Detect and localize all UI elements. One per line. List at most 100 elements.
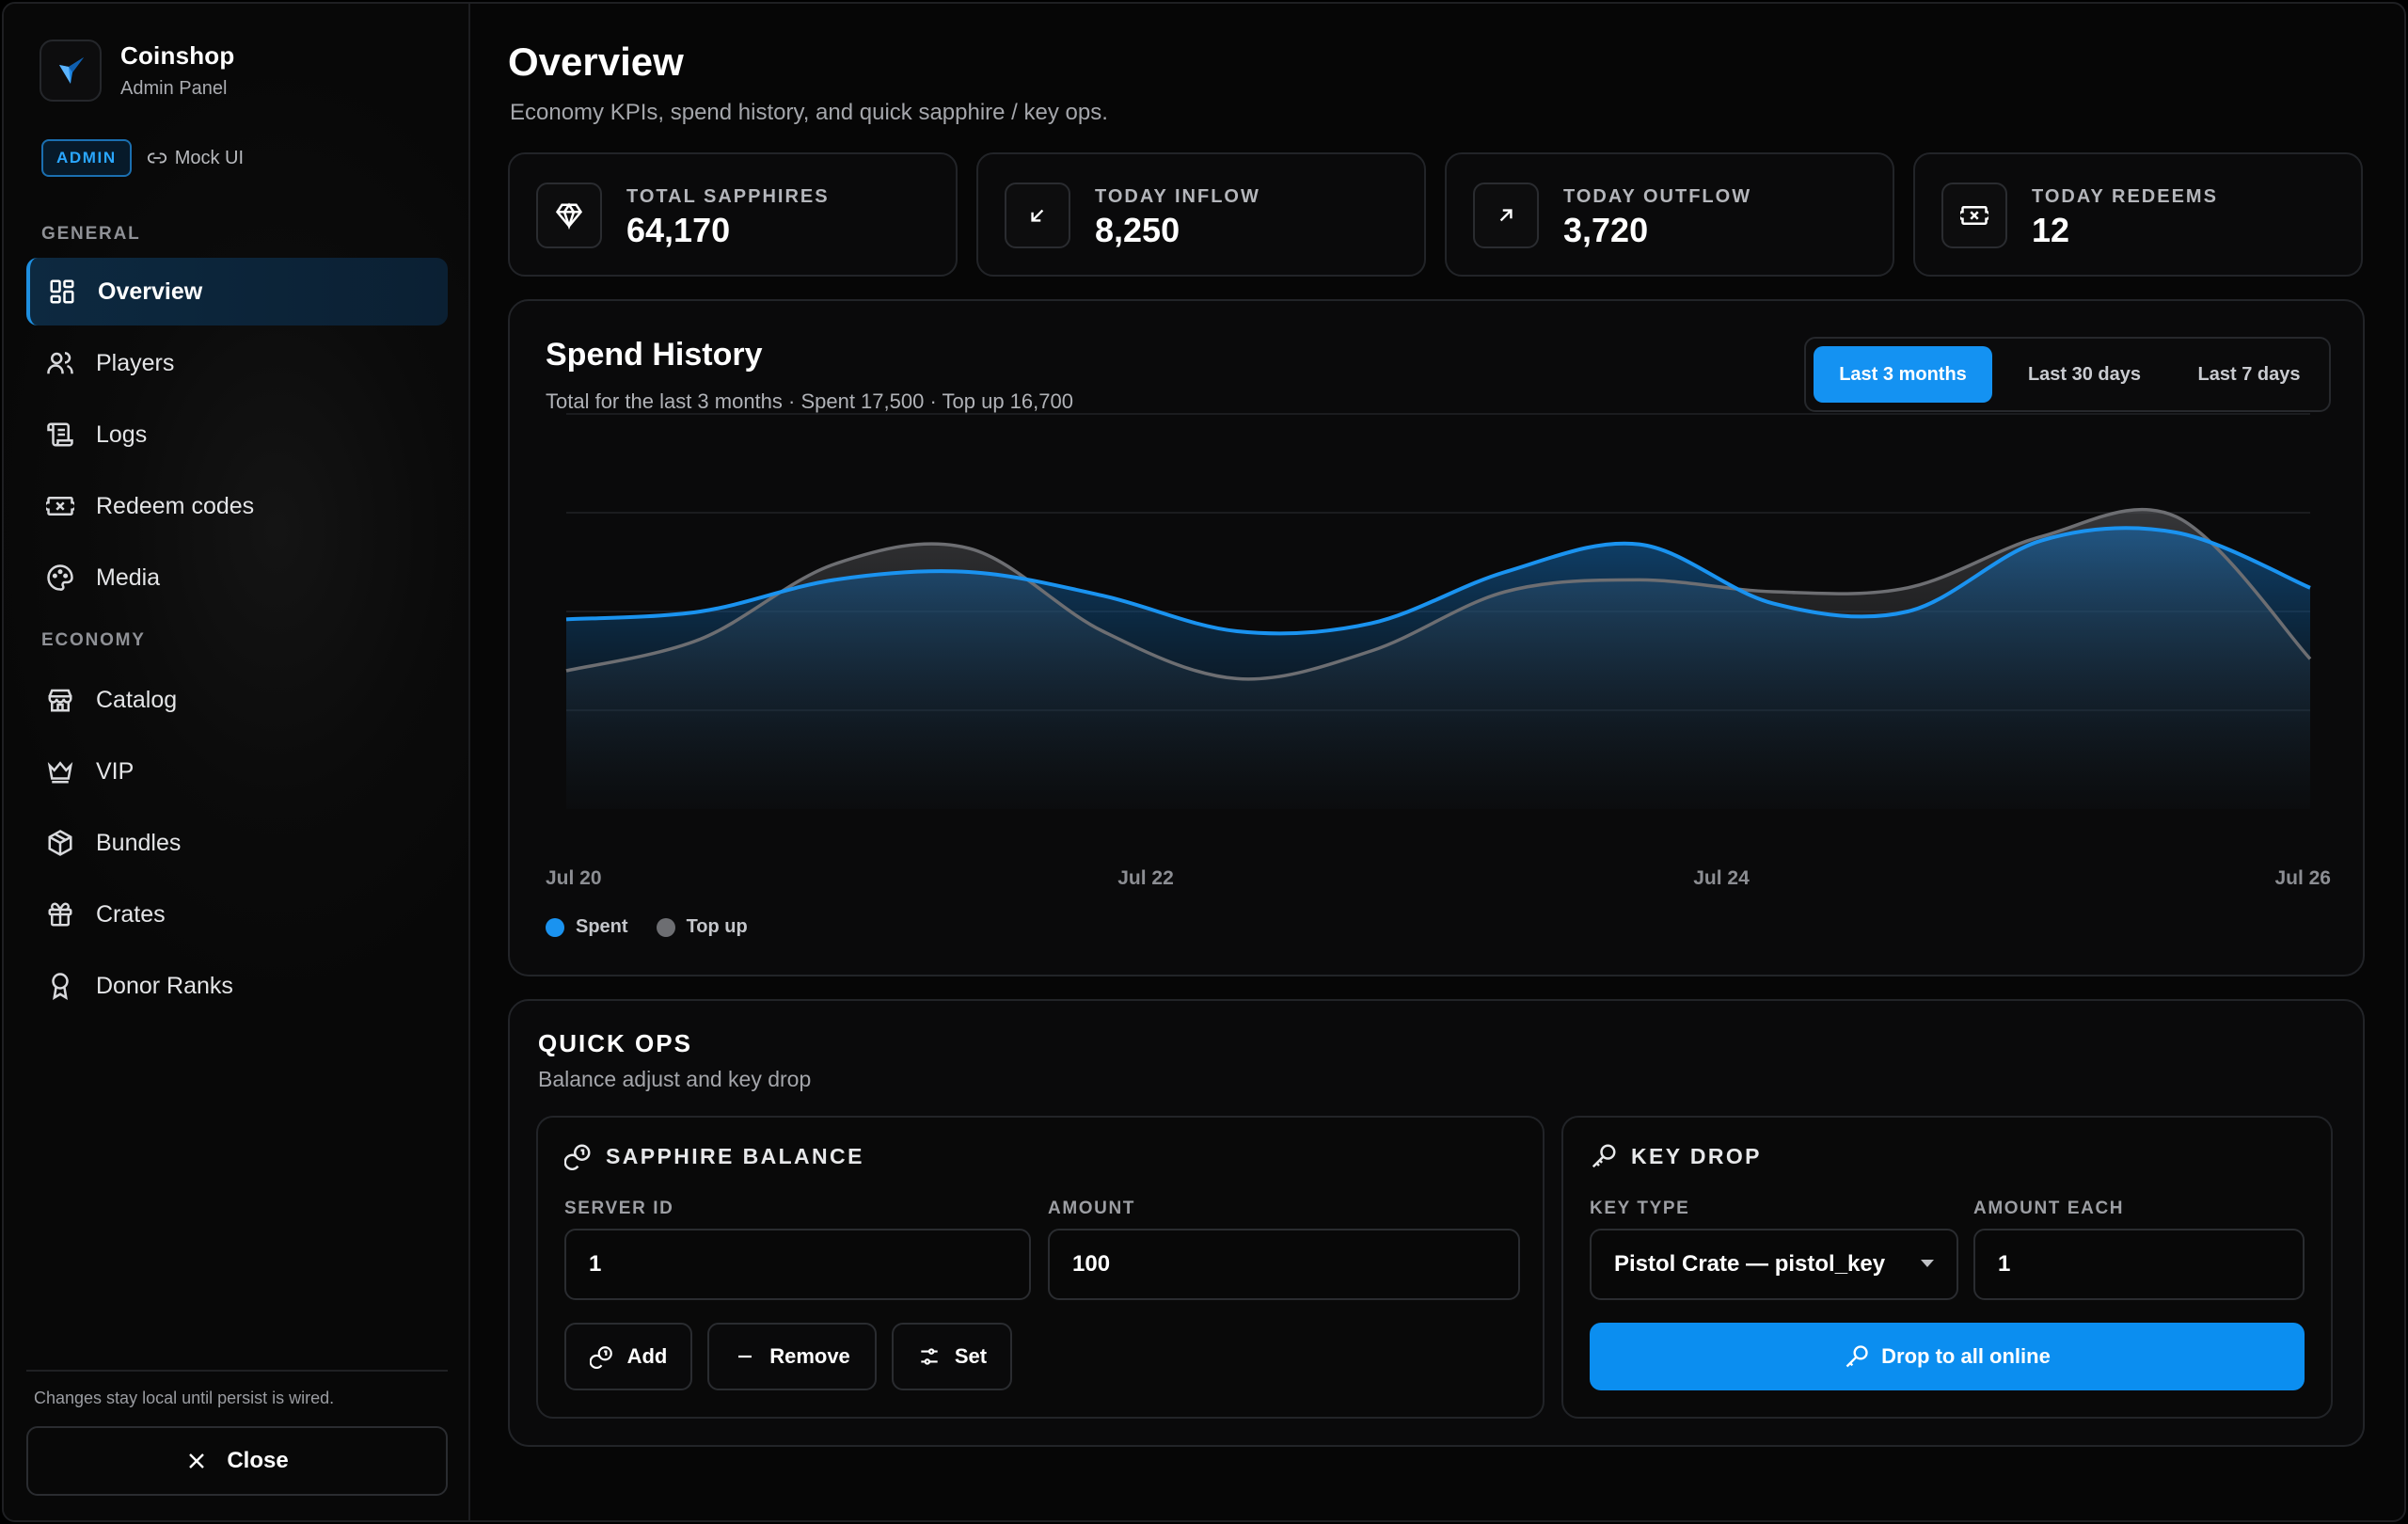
- sidebar-item-label: Donor Ranks: [96, 972, 233, 999]
- close-icon: [189, 1453, 205, 1468]
- legend-item-top-up: Top up: [656, 916, 748, 938]
- sidebar-item-vip[interactable]: VIP: [26, 738, 448, 805]
- sidebar: Coinshop Admin Panel ADMIN Mock UI GENER…: [4, 4, 470, 1520]
- kpi-card-today-outflow: TODAY OUTFLOW 3,720: [1445, 152, 1894, 277]
- brand-name: Coinshop: [120, 41, 235, 70]
- users-icon: [45, 348, 75, 378]
- range-last-7-days[interactable]: Last 7 days: [2197, 363, 2301, 385]
- sidebar-item-label: Logs: [96, 421, 148, 448]
- award-icon: [45, 971, 75, 1001]
- brand-subtitle: Admin Panel: [120, 78, 228, 99]
- gem-icon: [536, 183, 602, 248]
- kpi-value: 64,170: [626, 211, 731, 249]
- divider: [26, 1370, 448, 1372]
- sidebar-item-overview[interactable]: Overview: [26, 258, 448, 325]
- sidebar-item-label: Crates: [96, 900, 166, 928]
- drop-to-all-online-button[interactable]: Drop to all online: [1590, 1323, 2305, 1390]
- kpi-card-today-redeems: TODAY REDEEMS 12: [1913, 152, 2363, 277]
- ticket-icon: [45, 491, 75, 521]
- x-tick-label: Jul 24: [1693, 867, 1750, 889]
- ticket-icon: [1941, 183, 2007, 248]
- remove-button[interactable]: Remove: [707, 1323, 877, 1390]
- sapphire-balance-panel: SAPPHIRE BALANCE SERVER ID 1 AMOUNT 100 …: [536, 1116, 1545, 1419]
- line-top-up: [565, 507, 2312, 681]
- panel-title: SAPPHIRE BALANCE: [564, 1142, 864, 1170]
- sidebar-item-label: VIP: [96, 757, 135, 785]
- key-type-select[interactable]: Pistol Crate — pistol_key: [1590, 1229, 1958, 1300]
- server-id-input[interactable]: 1: [564, 1229, 1031, 1300]
- key-icon: [1846, 1345, 1868, 1368]
- chart-title: Spend History: [546, 337, 763, 373]
- sidebar-item-label: Bundles: [96, 829, 182, 856]
- chart-legend: Spent Top up: [546, 916, 776, 938]
- sidebar-item-catalog[interactable]: Catalog: [26, 666, 448, 734]
- palette-icon: [45, 563, 75, 593]
- coinshop-logo-icon: [40, 40, 102, 102]
- store-icon: [45, 685, 75, 715]
- section-general: GENERAL: [41, 224, 141, 244]
- server-id-label: SERVER ID: [564, 1199, 674, 1218]
- kpi-card-today-inflow: TODAY INFLOW 8,250: [976, 152, 1426, 277]
- quick-ops-title: QUICK OPS: [538, 1029, 692, 1057]
- key-icon: [1592, 1144, 1616, 1168]
- sidebar-item-donor-ranks[interactable]: Donor Ranks: [26, 952, 448, 1020]
- sidebar-item-redeem-codes[interactable]: Redeem codes: [26, 472, 448, 540]
- footer-note: Changes stay local until persist is wire…: [34, 1389, 335, 1407]
- x-tick-label: Jul 22: [1117, 867, 1174, 889]
- kpi-value: 12: [2032, 211, 2070, 249]
- sidebar-item-media[interactable]: Media: [26, 544, 448, 611]
- coins-icon: [564, 1144, 591, 1170]
- arrow-down-left-icon: [1005, 183, 1070, 248]
- coins-icon: [589, 1346, 612, 1369]
- kpi-value: 3,720: [1563, 211, 1649, 249]
- legend-item-spent: Spent: [546, 916, 628, 938]
- legend-swatch: [546, 917, 564, 937]
- range-last-30-days[interactable]: Last 30 days: [2027, 363, 2142, 385]
- kpi-label: TOTAL SAPPHIRES: [626, 186, 830, 207]
- minus-icon: [738, 1355, 752, 1358]
- sidebar-item-players[interactable]: Players: [26, 329, 448, 397]
- section-economy: ECONOMY: [41, 630, 146, 650]
- sidebar-item-bundles[interactable]: Bundles: [26, 809, 448, 877]
- quick-ops-subtitle: Balance adjust and key drop: [538, 1067, 812, 1091]
- crown-icon: [45, 756, 75, 786]
- amount-each-label: AMOUNT EACH: [1973, 1199, 2125, 1218]
- x-tick-label: Jul 20: [546, 867, 602, 889]
- area-spent: [566, 528, 2310, 809]
- add-button[interactable]: Add: [564, 1323, 692, 1390]
- admin-badge: ADMIN: [41, 139, 132, 177]
- amount-each-input[interactable]: 1: [1973, 1229, 2305, 1300]
- sidebar-item-label: Catalog: [96, 686, 178, 713]
- amount-label: AMOUNT: [1048, 1199, 1135, 1218]
- box-icon: [45, 828, 75, 858]
- page-title: Overview: [508, 40, 684, 84]
- amount-input[interactable]: 100: [1048, 1229, 1520, 1300]
- link-icon: [147, 152, 166, 164]
- sliders-icon: [921, 1348, 938, 1365]
- set-button[interactable]: Set: [892, 1323, 1012, 1390]
- scroll-icon: [45, 420, 75, 450]
- range-last-3-months[interactable]: Last 3 months: [1814, 346, 1992, 403]
- sidebar-item-label: Redeem codes: [96, 492, 255, 519]
- sidebar-item-label: Players: [96, 349, 175, 376]
- chart-subtitle: Total for the last 3 months · Spent 17,5…: [546, 389, 1073, 413]
- kpi-card-total-sapphires: TOTAL SAPPHIRES 64,170: [508, 152, 958, 277]
- spend-history-chart: Jul 20 Jul 22 Jul 24 Jul 26: [546, 413, 2331, 889]
- grid-icon: [47, 277, 77, 307]
- gift-icon: [45, 899, 75, 929]
- close-button[interactable]: Close: [26, 1426, 448, 1496]
- quick-ops-card: QUICK OPS Balance adjust and key drop SA…: [508, 999, 2365, 1447]
- page-subtitle: Economy KPIs, spend history, and quick s…: [510, 100, 1108, 125]
- sidebar-item-label: Overview: [98, 278, 203, 305]
- kpi-label: TODAY OUTFLOW: [1563, 186, 1752, 207]
- sidebar-item-logs[interactable]: Logs: [26, 401, 448, 468]
- kpi-value: 8,250: [1095, 211, 1180, 249]
- kpi-label: TODAY INFLOW: [1095, 186, 1260, 207]
- sidebar-item-crates[interactable]: Crates: [26, 881, 448, 948]
- spend-history-card: Jul 20 Jul 22 Jul 24 Jul 26 Spend History T…: [508, 299, 2365, 976]
- range-toggle: Last 3 months Last 30 days Last 7 days: [1804, 337, 2331, 412]
- panel-title: KEY DROP: [1590, 1142, 1762, 1170]
- arrow-up-right-icon: [1473, 183, 1539, 248]
- x-tick-label: Jul 26: [2274, 867, 2331, 889]
